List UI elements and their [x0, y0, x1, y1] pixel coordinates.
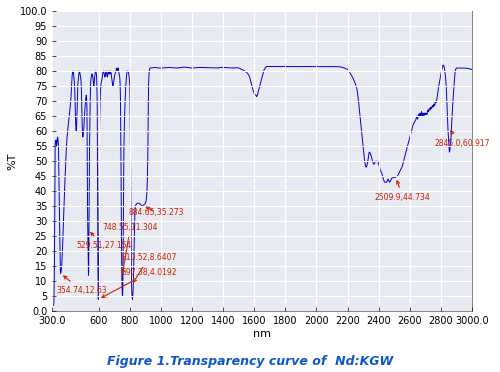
- Y-axis label: %T: %T: [7, 153, 17, 170]
- Text: 884.65,35.273: 884.65,35.273: [128, 207, 184, 217]
- Text: 810.52,8.6407: 810.52,8.6407: [122, 253, 176, 282]
- Text: Figure 1.Transparency curve of  Nd:KGW: Figure 1.Transparency curve of Nd:KGW: [107, 355, 393, 368]
- Text: 2509.9,44.734: 2509.9,44.734: [375, 181, 430, 202]
- X-axis label: nm: nm: [253, 329, 271, 339]
- Text: 748.55,11.304: 748.55,11.304: [102, 223, 158, 273]
- Text: 529.51,27.154: 529.51,27.154: [76, 232, 132, 250]
- Text: 354.74,12.63: 354.74,12.63: [56, 276, 106, 295]
- Text: 597.38,4.0192: 597.38,4.0192: [102, 268, 177, 297]
- Text: 2845.0,60.917: 2845.0,60.917: [434, 131, 490, 148]
